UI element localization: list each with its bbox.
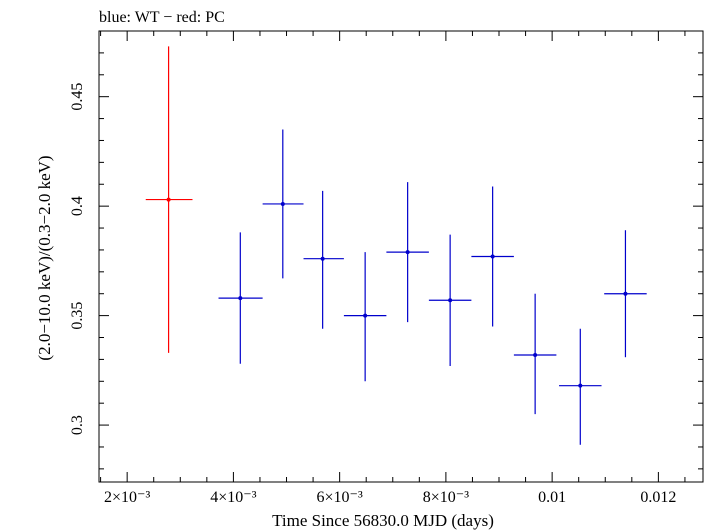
point-marker xyxy=(320,256,325,261)
data-point xyxy=(428,234,472,366)
point-marker xyxy=(363,313,368,318)
x-tick-label: 2×10⁻³ xyxy=(104,489,150,506)
y-tick-label: 0.45 xyxy=(69,83,86,111)
data-point xyxy=(303,190,344,329)
point-marker xyxy=(238,296,243,301)
plot-frame xyxy=(98,30,704,483)
y-axis-label: (2.0−10.0 keV)/(0.3−2.0 keV) xyxy=(35,155,54,360)
point-marker xyxy=(490,254,495,259)
point-marker xyxy=(578,383,583,388)
data-point xyxy=(559,328,602,445)
x-tick-label: 0.012 xyxy=(640,489,676,506)
y-tick-label: 0.35 xyxy=(69,302,86,330)
point-marker xyxy=(166,197,171,202)
x-axis-label: Time Since 56830.0 MJD (days) xyxy=(272,511,494,530)
point-marker xyxy=(448,298,453,303)
y-tick-label: 0.4 xyxy=(69,196,86,216)
chart-title: blue: WT − red: PC xyxy=(99,9,225,26)
x-tick-label: 6×10⁻³ xyxy=(317,489,363,506)
point-marker xyxy=(405,250,410,255)
x-tick-label: 4×10⁻³ xyxy=(210,489,256,506)
data-point xyxy=(513,293,557,415)
y-tick-label: 0.3 xyxy=(69,415,86,435)
series-wt xyxy=(218,129,647,445)
x-tick-label: 8×10⁻³ xyxy=(423,489,469,506)
data-point xyxy=(386,182,429,323)
data-point xyxy=(604,230,647,358)
x-axis: 2×10⁻³ 4×10⁻³ 6×10⁻³ 8×10⁻³ 0.01 0.012 xyxy=(100,31,686,506)
point-marker xyxy=(533,353,538,358)
data-point xyxy=(471,186,514,327)
data-point xyxy=(218,232,263,364)
series-pc xyxy=(145,46,193,353)
data-points xyxy=(145,46,647,445)
point-marker xyxy=(280,201,285,206)
point-marker xyxy=(623,291,628,296)
y-axis: 0.3 0.35 0.4 0.45 xyxy=(69,52,703,470)
data-point xyxy=(343,252,387,382)
data-point xyxy=(145,46,193,353)
x-tick-label: 0.01 xyxy=(538,489,566,506)
data-point xyxy=(262,129,304,279)
